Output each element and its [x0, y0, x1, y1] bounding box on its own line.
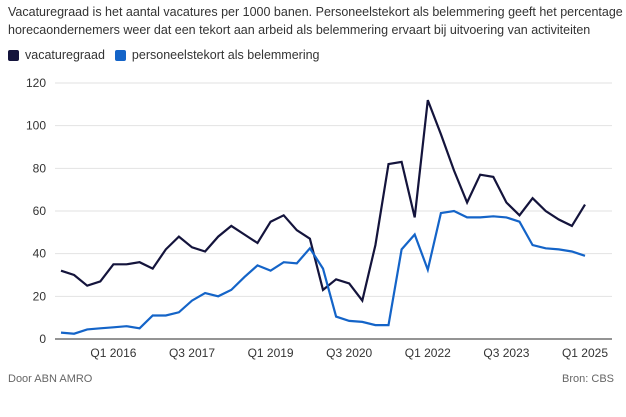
legend-label-personeelstekort: personeelstekort als belemmering [131, 48, 320, 62]
series-line-vacaturegraad [60, 99, 586, 304]
footer-source: Bron: CBS [562, 373, 614, 385]
x-tick-label: Q1 2022 [405, 346, 451, 360]
y-tick-label: 120 [26, 76, 46, 90]
legend: vacaturegraad personeelstekort als belem… [8, 48, 320, 62]
series-line-personeelstekort [60, 209, 586, 335]
chart-subtitle: Vacaturegraad is het aantal vacatures pe… [8, 5, 623, 37]
legend-swatch-personeelstekort [114, 49, 126, 61]
footer-author: Door ABN AMRO [8, 373, 93, 385]
x-tick-label: Q1 2019 [248, 346, 294, 360]
x-tick-label: Q3 2023 [483, 346, 529, 360]
y-tick-label: 60 [33, 204, 47, 218]
x-tick-label: Q1 2025 [562, 346, 608, 360]
x-tick-label: Q1 2016 [90, 346, 136, 360]
y-tick-label: 40 [33, 247, 47, 261]
y-tick-label: 80 [33, 161, 47, 175]
x-tick-label: Q3 2020 [326, 346, 372, 360]
legend-swatch-vacaturegraad [8, 49, 19, 61]
x-tick-label: Q3 2017 [169, 346, 215, 360]
y-tick-label: 0 [39, 332, 46, 346]
legend-label-vacaturegraad: vacaturegraad [25, 48, 105, 62]
y-tick-label: 20 [33, 289, 47, 303]
y-tick-label: 100 [26, 119, 46, 133]
